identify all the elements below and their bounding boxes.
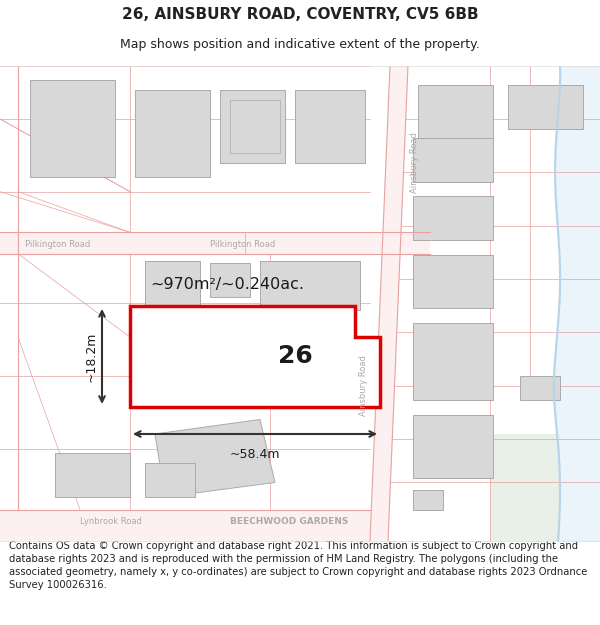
Text: Pilkington Road: Pilkington Road bbox=[25, 241, 90, 249]
Bar bbox=[260, 261, 360, 310]
Bar bbox=[0, 232, 430, 254]
Bar bbox=[490, 434, 560, 541]
Bar bbox=[210, 263, 250, 298]
Text: BEECHWOOD GARDENS: BEECHWOOD GARDENS bbox=[230, 517, 349, 526]
Text: Ainsbury Road: Ainsbury Road bbox=[359, 355, 368, 416]
Polygon shape bbox=[130, 306, 380, 407]
Bar bbox=[135, 90, 210, 177]
Polygon shape bbox=[370, 66, 408, 541]
Bar bbox=[145, 463, 195, 497]
Text: ~58.4m: ~58.4m bbox=[230, 448, 280, 461]
Text: Lynbrook Road: Lynbrook Road bbox=[80, 517, 142, 526]
Bar bbox=[230, 99, 280, 153]
Bar bbox=[413, 138, 493, 182]
Bar bbox=[418, 85, 493, 138]
Bar bbox=[413, 414, 493, 478]
Polygon shape bbox=[155, 419, 275, 497]
Text: ~18.2m: ~18.2m bbox=[85, 331, 98, 382]
Text: 26, AINSBURY ROAD, COVENTRY, CV5 6BB: 26, AINSBURY ROAD, COVENTRY, CV5 6BB bbox=[122, 7, 478, 22]
Bar bbox=[520, 376, 560, 400]
Bar bbox=[413, 196, 493, 240]
Text: Pilkington Road: Pilkington Road bbox=[210, 241, 275, 249]
Bar bbox=[30, 80, 115, 177]
Bar bbox=[295, 90, 365, 162]
Bar bbox=[0, 509, 370, 541]
Bar bbox=[145, 261, 200, 305]
Text: Contains OS data © Crown copyright and database right 2021. This information is : Contains OS data © Crown copyright and d… bbox=[9, 541, 587, 590]
Bar bbox=[220, 90, 285, 162]
Text: Ainsbury Road: Ainsbury Road bbox=[410, 132, 419, 193]
Bar bbox=[413, 322, 493, 400]
Bar bbox=[508, 85, 583, 129]
Text: ~970m²/~0.240ac.: ~970m²/~0.240ac. bbox=[150, 278, 304, 292]
Text: Map shows position and indicative extent of the property.: Map shows position and indicative extent… bbox=[120, 38, 480, 51]
Bar bbox=[413, 254, 493, 308]
Bar bbox=[55, 453, 130, 497]
Text: 26: 26 bbox=[278, 344, 313, 369]
Bar bbox=[413, 490, 443, 509]
